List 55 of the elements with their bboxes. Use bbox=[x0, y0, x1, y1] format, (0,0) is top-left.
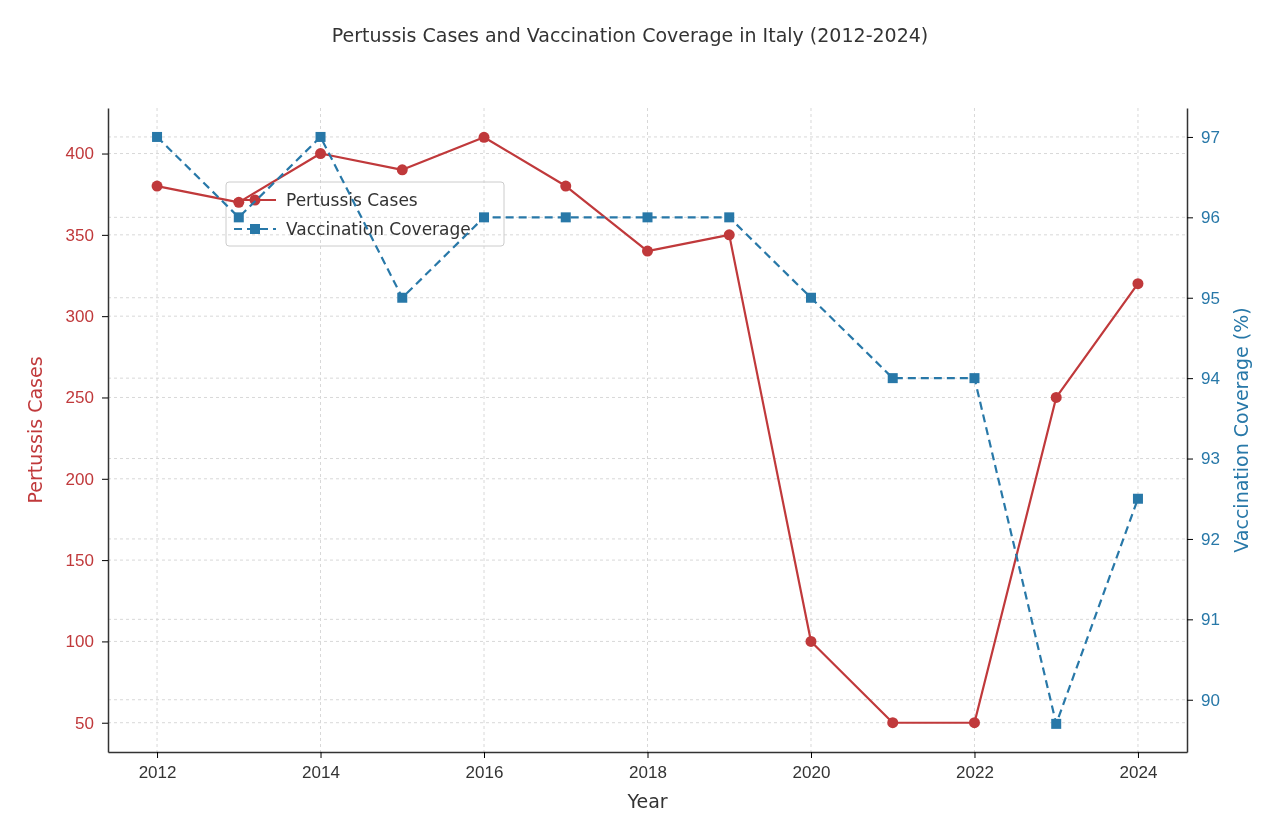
point bbox=[478, 131, 490, 143]
y2-tick-label: 91 bbox=[1201, 610, 1221, 630]
y-tick-label: 350 bbox=[65, 225, 94, 245]
x-tick-label: 2022 bbox=[956, 763, 994, 782]
y2-tick-label: 97 bbox=[1201, 127, 1221, 147]
point bbox=[560, 212, 571, 223]
x-tick-label: 2020 bbox=[792, 763, 831, 782]
point bbox=[151, 180, 163, 192]
point bbox=[1050, 391, 1062, 403]
y2-tick-label: 94 bbox=[1201, 369, 1221, 389]
point bbox=[233, 212, 244, 223]
point bbox=[315, 148, 327, 160]
x-tick-label: 2018 bbox=[629, 763, 667, 782]
point bbox=[1132, 278, 1144, 290]
y2-axis-title: Vaccination Coverage (%) bbox=[1230, 307, 1252, 553]
point bbox=[723, 229, 735, 241]
y2-tick-label: 93 bbox=[1201, 449, 1221, 469]
point bbox=[152, 131, 163, 142]
point bbox=[968, 717, 980, 729]
y-tick-label: 150 bbox=[65, 551, 94, 571]
x-tick-label: 2016 bbox=[465, 763, 504, 782]
legend-label: Pertussis Cases bbox=[286, 190, 418, 210]
point bbox=[315, 131, 326, 142]
point bbox=[805, 292, 816, 303]
point bbox=[642, 212, 653, 223]
point bbox=[560, 180, 572, 192]
point bbox=[479, 212, 490, 223]
y2-tick-label: 92 bbox=[1201, 529, 1221, 549]
point bbox=[724, 212, 735, 223]
y-axis-title: Pertussis Cases bbox=[24, 356, 46, 504]
y2-tick-label: 90 bbox=[1201, 690, 1221, 710]
y-tick-label: 250 bbox=[65, 388, 94, 408]
y-tick-label: 300 bbox=[65, 307, 94, 327]
x-tick-label: 2012 bbox=[138, 763, 177, 782]
point bbox=[887, 717, 899, 729]
legend-label: Vaccination Coverage bbox=[286, 219, 471, 239]
y2-tick-label: 96 bbox=[1201, 208, 1221, 228]
point bbox=[397, 292, 408, 303]
point bbox=[233, 196, 245, 208]
y-tick-label: 100 bbox=[65, 632, 94, 652]
point bbox=[887, 373, 898, 384]
point bbox=[1051, 718, 1062, 729]
point bbox=[396, 164, 408, 176]
point bbox=[805, 635, 817, 647]
x-tick-label: 2014 bbox=[302, 763, 340, 782]
point bbox=[969, 373, 980, 384]
chart-title: Pertussis Cases and Vaccination Coverage in Italy (2012-2024) bbox=[331, 24, 929, 46]
y-tick-label: 400 bbox=[65, 144, 94, 164]
x-axis-title: Year bbox=[626, 790, 668, 812]
y-tick-label: 50 bbox=[74, 713, 94, 733]
x-tick-label: 2024 bbox=[1119, 763, 1158, 782]
y-tick-label: 200 bbox=[65, 469, 94, 489]
point bbox=[1132, 493, 1143, 504]
y2-tick-label: 95 bbox=[1201, 288, 1221, 308]
point bbox=[642, 245, 653, 257]
